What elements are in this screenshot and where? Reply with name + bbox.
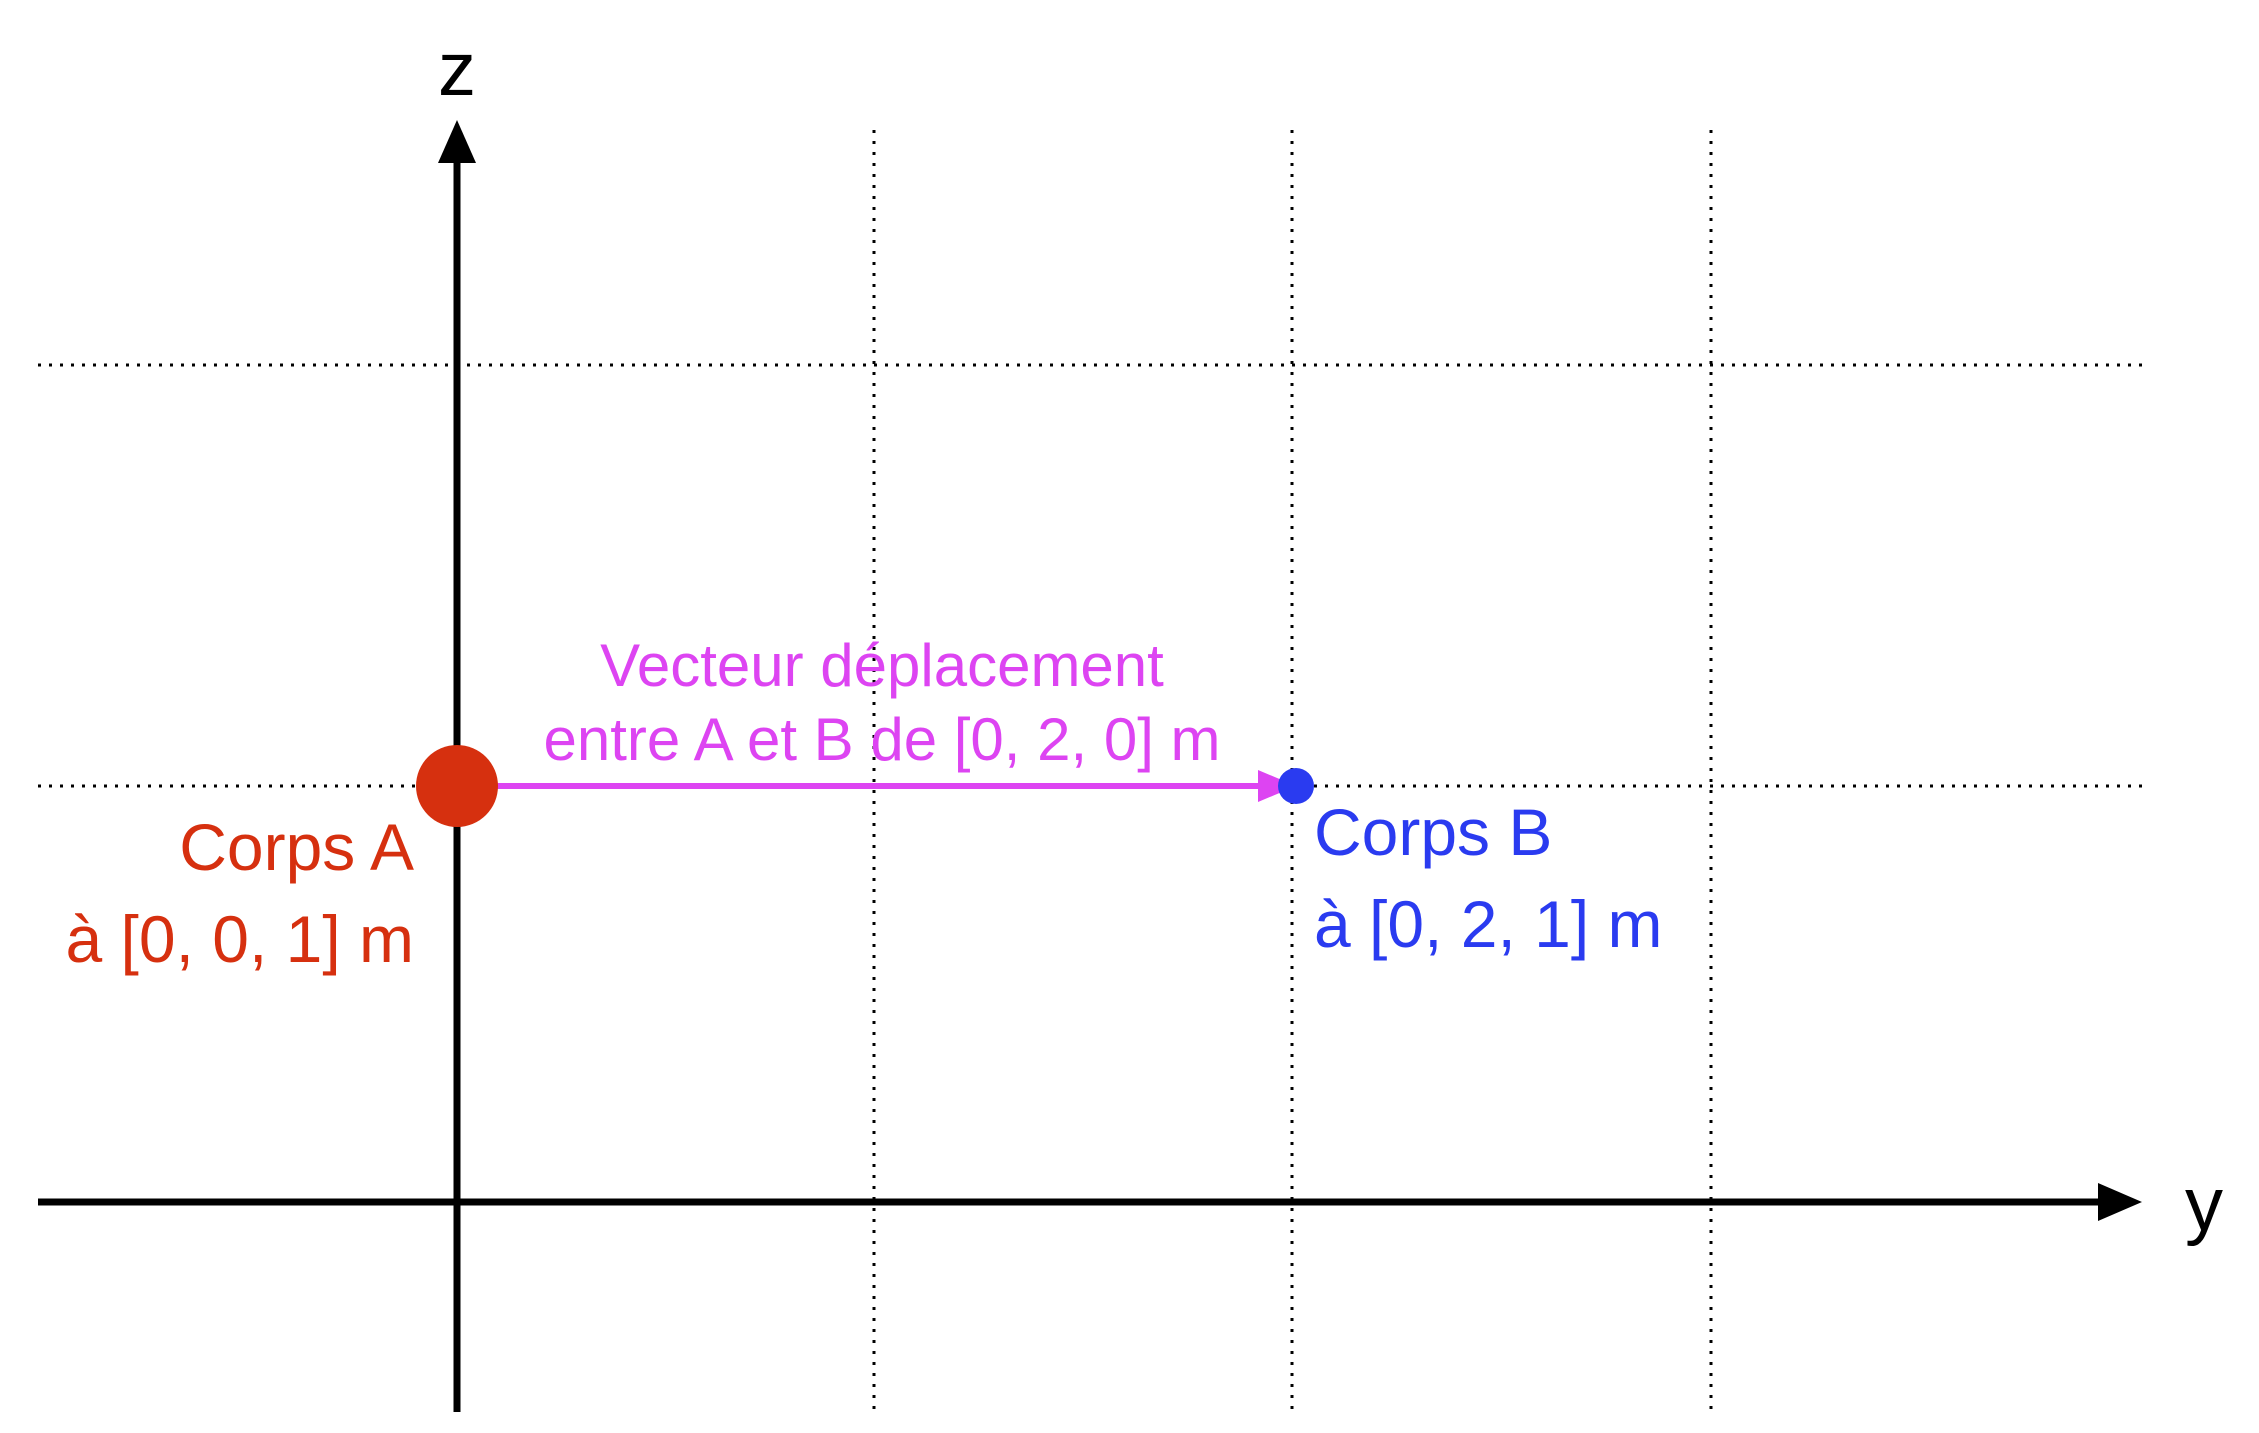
body-a-label: Corps A: [179, 810, 414, 884]
body-b-marker: [1278, 768, 1314, 804]
body-b-label: Corps B: [1314, 795, 1552, 869]
z-axis-arrowhead-icon: [438, 120, 476, 163]
body-a-position: à [0, 0, 1] m: [66, 902, 415, 976]
body-a-marker: [416, 745, 498, 827]
vector-label-line-2: entre A et B de [0, 2, 0] m: [543, 706, 1220, 773]
y-axis-arrowhead-icon: [2098, 1183, 2142, 1221]
vector-label-line-1: Vecteur déplacement: [600, 632, 1164, 699]
body-b-position: à [0, 2, 1] m: [1314, 887, 1663, 961]
y-axis-label: y: [2185, 1162, 2223, 1247]
displacement-vector-arrowhead-icon: [1258, 770, 1296, 802]
z-axis-label: z: [438, 27, 476, 112]
